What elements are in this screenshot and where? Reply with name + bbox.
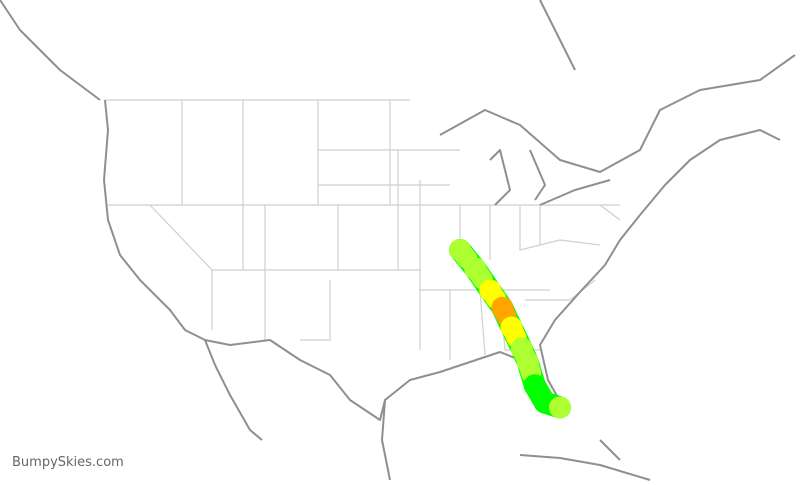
turbulence-point[interactable] bbox=[479, 279, 502, 302]
flight-route bbox=[449, 239, 571, 419]
state-borders bbox=[105, 99, 621, 360]
turbulence-point[interactable] bbox=[523, 374, 546, 397]
turbulence-point[interactable] bbox=[464, 257, 487, 280]
turbulence-point[interactable] bbox=[449, 239, 471, 261]
turbulence-point[interactable] bbox=[516, 350, 539, 373]
brand-watermark: BumpySkies.com bbox=[12, 455, 124, 470]
turbulence-point[interactable] bbox=[500, 316, 523, 339]
turbulence-point[interactable] bbox=[548, 396, 571, 419]
turbulence-point[interactable] bbox=[491, 296, 514, 319]
